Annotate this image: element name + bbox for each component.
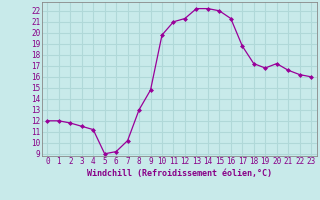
X-axis label: Windchill (Refroidissement éolien,°C): Windchill (Refroidissement éolien,°C) [87,169,272,178]
